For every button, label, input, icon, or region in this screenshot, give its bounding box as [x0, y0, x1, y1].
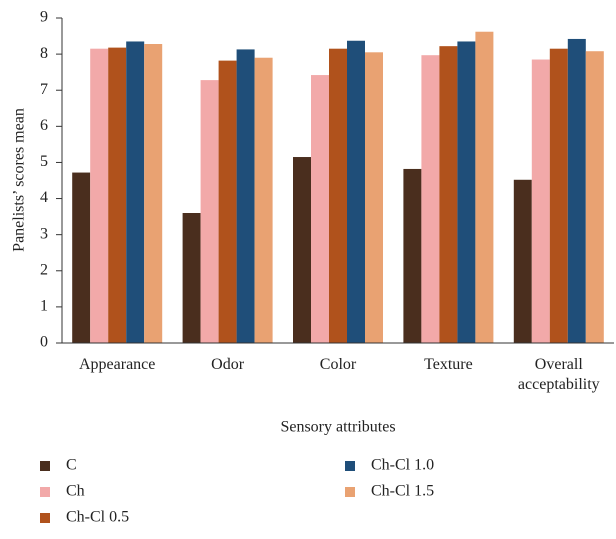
legend-label: Ch [66, 483, 85, 500]
bar [585, 51, 604, 343]
legend-label: Ch-Cl 0.5 [66, 509, 129, 526]
legend-swatch [40, 487, 50, 497]
y-tick-label: 7 [40, 81, 48, 98]
bar [108, 47, 127, 343]
y-axis-title: Panelists’ scores mean [11, 108, 28, 252]
bar [90, 48, 109, 343]
bar [421, 55, 440, 343]
legend-label: Ch-Cl 1.5 [371, 483, 434, 500]
y-tick-label: 8 [40, 45, 48, 62]
y-tick-label: 0 [40, 334, 48, 351]
bar [347, 40, 365, 343]
y-tick-label: 3 [40, 225, 48, 242]
y-tick-label: 2 [40, 261, 48, 278]
bar [549, 48, 568, 343]
x-tick-label: Overall acceptability [517, 356, 600, 393]
bar [236, 49, 255, 344]
y-tick-label: 1 [40, 298, 48, 315]
bar [531, 59, 550, 344]
x-tick-label: Odor [211, 356, 245, 373]
bar [439, 46, 458, 344]
bar [513, 179, 532, 343]
x-axis-title: Sensory attributes [280, 419, 395, 436]
y-tick-label: 5 [40, 153, 48, 170]
bar [144, 44, 163, 343]
x-tick-label: Color [319, 356, 357, 373]
y-tick-label: 4 [40, 189, 48, 206]
bar [182, 213, 201, 343]
bar [403, 168, 422, 343]
legend-label: C [66, 457, 77, 474]
bar [311, 75, 329, 344]
bar [293, 157, 311, 343]
bar [126, 41, 145, 343]
bar [218, 60, 237, 343]
bar [329, 48, 347, 343]
legend-swatch [40, 513, 50, 523]
y-tick-label: 9 [40, 9, 48, 26]
legend-swatch [345, 487, 355, 497]
bar [72, 172, 91, 343]
legend-swatch [40, 461, 50, 471]
bar [200, 80, 219, 343]
x-tick-label: Appearance [78, 356, 156, 373]
bar [457, 41, 476, 343]
bar [567, 38, 586, 343]
bar [254, 57, 273, 343]
bar [365, 52, 383, 344]
bar [475, 31, 494, 343]
x-tick-label: Texture [424, 356, 473, 373]
legend-swatch [345, 461, 355, 471]
y-tick-label: 6 [40, 117, 48, 134]
legend-label: Ch-Cl 1.0 [371, 457, 434, 474]
